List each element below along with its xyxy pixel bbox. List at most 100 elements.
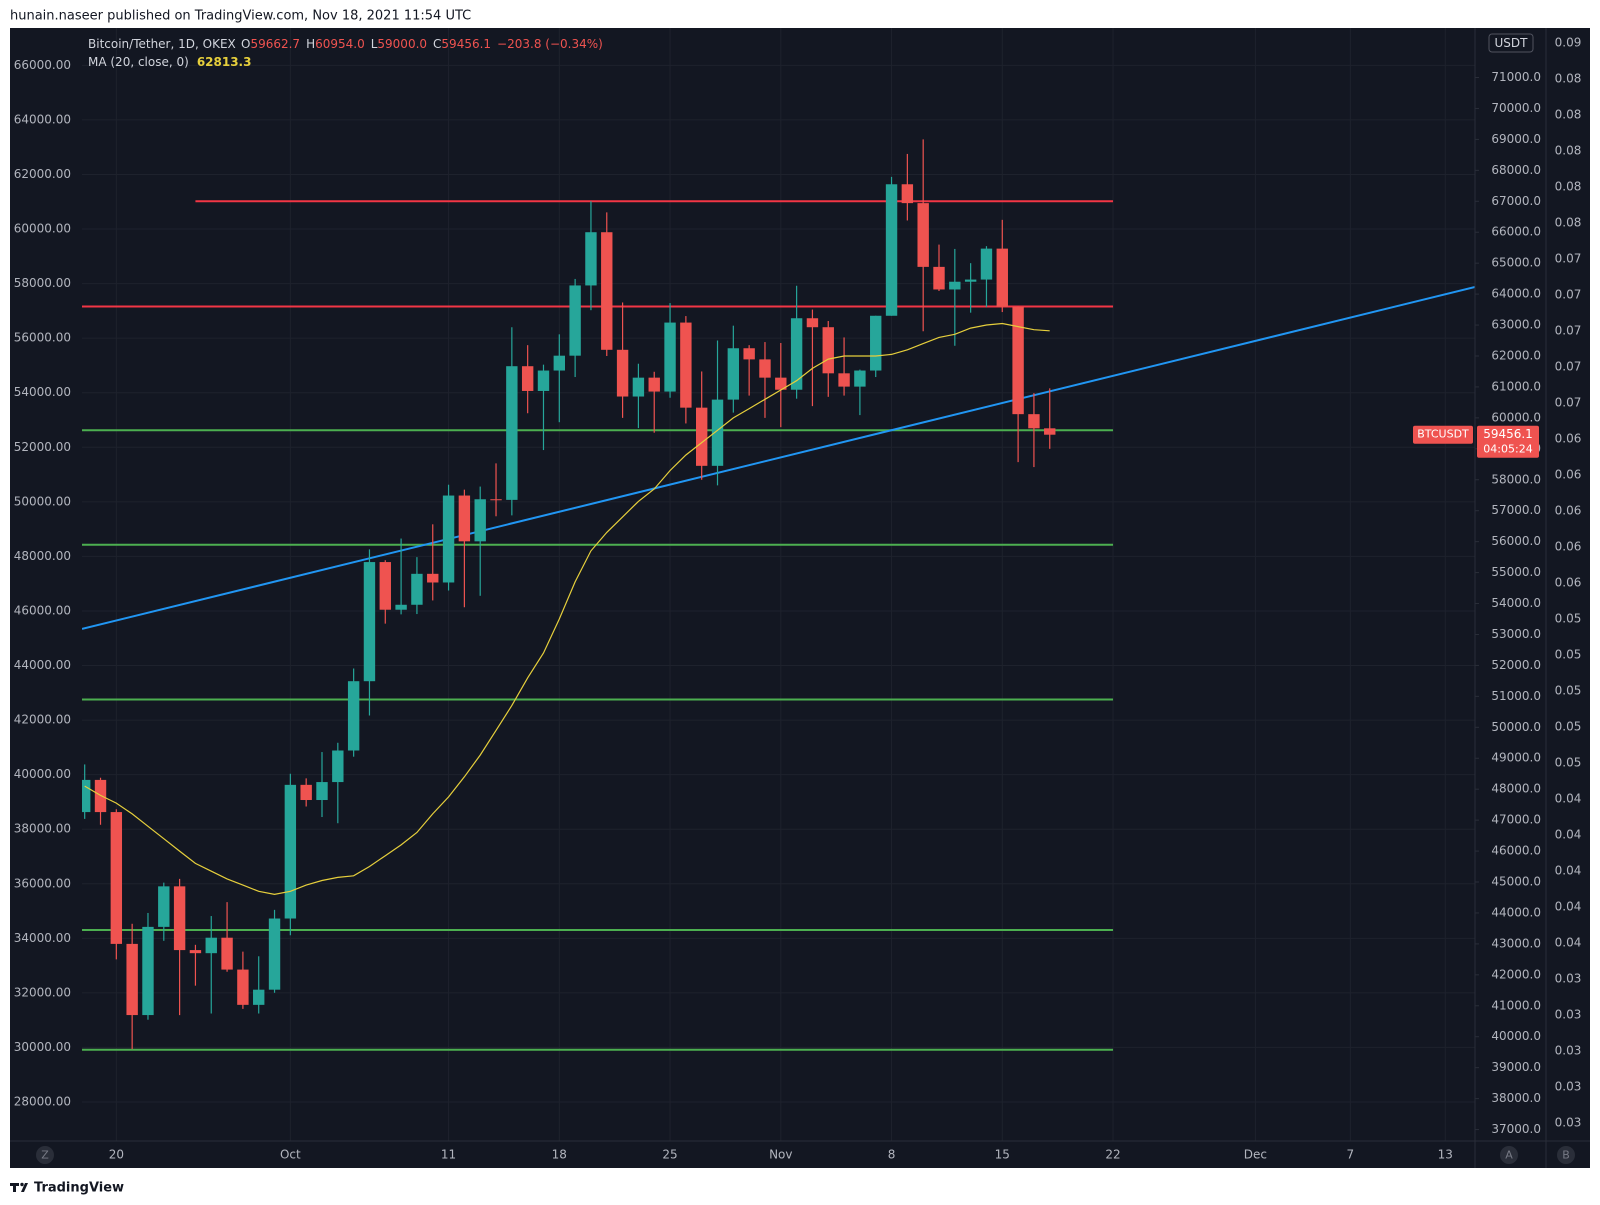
symbol-tag-label: BTCUSDT — [1417, 428, 1469, 441]
candle-body — [743, 348, 755, 360]
candle-body — [237, 969, 249, 1005]
candle-body — [664, 322, 676, 392]
y3-tick-label: 0.07 — [1555, 324, 1582, 338]
y2-tick-label: 67000.0 — [1491, 194, 1541, 208]
y3-tick-label: 0.08 — [1555, 144, 1582, 158]
candle-body — [363, 562, 376, 682]
tradingview-logo — [10, 1182, 28, 1192]
y2-tick-label: 57000.0 — [1491, 503, 1541, 517]
x-tick-label: 11 — [441, 1148, 456, 1162]
y2-tick-label: 63000.0 — [1491, 318, 1541, 332]
y3-tick-label: 0.08 — [1555, 180, 1582, 194]
y-tick-label: 38000.00 — [14, 822, 71, 836]
y3-tick-label: 0.09 — [1555, 36, 1582, 50]
x-tick-label: 20 — [109, 1148, 124, 1162]
y3-tick-label: 0.04 — [1555, 900, 1582, 914]
candle-body — [189, 950, 202, 954]
candle-body — [126, 943, 138, 1016]
y3-tick-label: 0.05 — [1555, 684, 1582, 698]
y-tick-label: 54000.00 — [14, 385, 71, 399]
x-tick-label: 18 — [552, 1148, 567, 1162]
x-tick-label: Oct — [280, 1148, 301, 1162]
axis-button[interactable] — [1500, 1146, 1518, 1164]
y3-tick-label: 0.08 — [1555, 72, 1582, 86]
y2-tick-label: 60000.0 — [1491, 410, 1541, 424]
y2-tick-label: 38000.0 — [1491, 1091, 1541, 1105]
y-tick-label: 66000.00 — [14, 58, 71, 72]
x-tick-label: 15 — [995, 1148, 1010, 1162]
candle-body — [110, 812, 123, 944]
unit-box[interactable] — [1488, 33, 1534, 53]
candle-body — [759, 359, 771, 378]
candle-body — [949, 281, 961, 290]
y-tick-label: 52000.00 — [14, 440, 71, 454]
y3-tick-label: 0.08 — [1555, 216, 1582, 230]
y-tick-label: 32000.00 — [14, 985, 71, 999]
candle-body — [870, 315, 882, 371]
y2-tick-label: 65000.0 — [1491, 256, 1541, 270]
candle-body — [838, 373, 850, 387]
legend-line: Bitcoin/Tether, 1D, OKEX O59662.7 H60954.0… — [88, 37, 603, 51]
y2-tick-label: 70000.0 — [1491, 101, 1541, 115]
x-tick-label: Nov — [769, 1148, 792, 1162]
y-tick-label: 42000.00 — [14, 713, 71, 727]
candle-body — [964, 279, 977, 282]
axis-button-label: B — [1562, 1149, 1570, 1162]
y2-tick-label: 55000.0 — [1491, 565, 1541, 579]
x-tick-label: Dec — [1244, 1148, 1267, 1162]
candle-body — [806, 318, 819, 328]
candle-body — [569, 285, 581, 356]
y-tick-label: 64000.00 — [14, 112, 71, 126]
y3-tick-label: 0.05 — [1555, 612, 1582, 626]
moving-average — [84, 322, 1050, 896]
y2-tick-label: 43000.0 — [1491, 936, 1541, 950]
candle-body — [490, 499, 502, 501]
y2-tick-label: 69000.0 — [1491, 132, 1541, 146]
y2-tick-label: 46000.0 — [1491, 844, 1541, 858]
candle-body — [1044, 428, 1056, 435]
legend-key: H — [306, 37, 315, 51]
candle-body — [616, 349, 629, 397]
x-tick-label: 13 — [1438, 1148, 1453, 1162]
axis-button[interactable] — [1557, 1146, 1575, 1164]
y-tick-label: 46000.00 — [14, 603, 71, 617]
y2-tick-label: 68000.0 — [1491, 163, 1541, 177]
y2-tick-label: 37000.0 — [1491, 1122, 1541, 1136]
y-tick-label: 30000.00 — [14, 1040, 71, 1054]
legend-value: 59000.0 — [377, 37, 427, 51]
y3-tick-label: 0.05 — [1555, 720, 1582, 734]
candle-body — [332, 750, 344, 783]
series-layer — [82, 139, 1475, 1051]
candle-body — [822, 327, 834, 374]
price-tag-value: 59456.1 — [1483, 427, 1533, 441]
y3-tick-label: 0.03 — [1555, 1008, 1582, 1022]
footer-brand: TradingView — [34, 1181, 124, 1196]
y2-tick-label: 48000.0 — [1491, 782, 1541, 796]
candle-body — [268, 918, 281, 990]
candle-body — [695, 407, 708, 466]
y-tick-label: 60000.00 — [14, 222, 71, 236]
candle-body — [521, 366, 534, 391]
candle-body — [648, 377, 660, 392]
trendline — [82, 286, 1475, 630]
candle-body — [901, 184, 914, 204]
symbol-tag — [1413, 425, 1473, 444]
axis-button[interactable] — [36, 1146, 54, 1164]
y3-tick-label: 0.05 — [1555, 648, 1582, 662]
legend-key: O — [241, 37, 250, 51]
candle-body — [632, 377, 645, 397]
legend-value: 59456.1 — [441, 37, 491, 51]
y2-tick-label: 45000.0 — [1491, 875, 1541, 889]
candle-body — [980, 248, 993, 280]
y2-tick-label: 64000.0 — [1491, 287, 1541, 301]
y3-tick-label: 0.06 — [1555, 504, 1582, 518]
y3-tick-label: 0.03 — [1555, 1116, 1582, 1130]
unit-label: USDT — [1495, 36, 1529, 50]
candle-body — [506, 366, 518, 500]
legend-ma: MA (20, close, 0) 62813.3 — [88, 55, 251, 69]
y3-tick-label: 0.06 — [1555, 540, 1582, 554]
x-tick-label: 25 — [662, 1148, 677, 1162]
candle-body — [790, 318, 803, 390]
candle-body — [142, 926, 154, 1016]
